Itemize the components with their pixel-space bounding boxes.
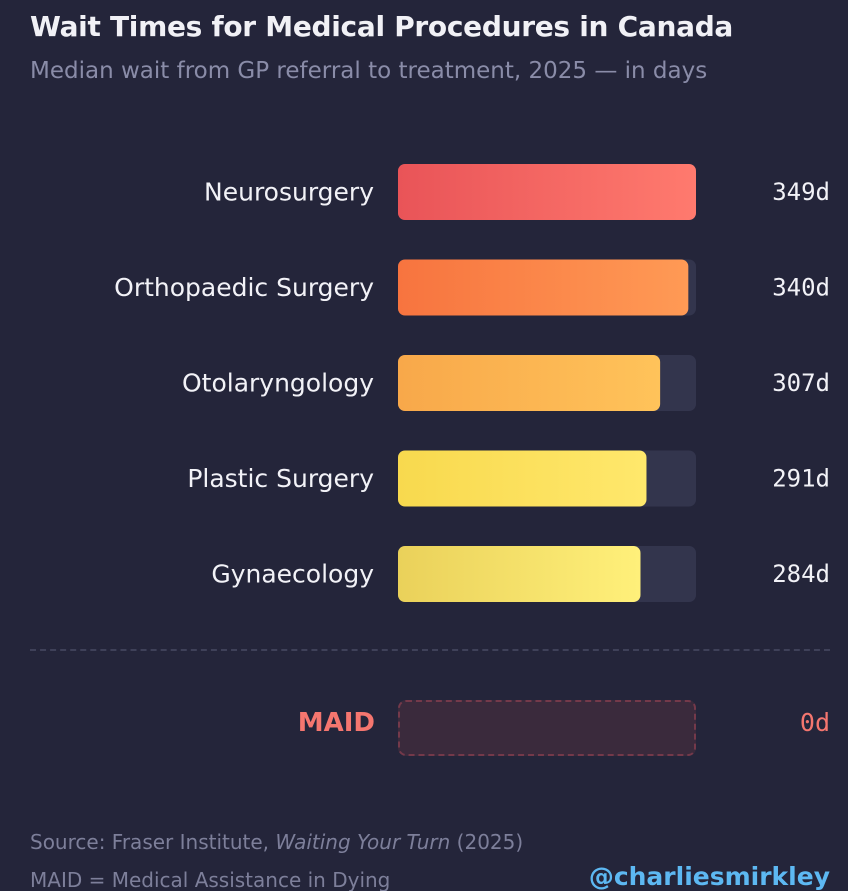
category-label: Plastic Surgery (187, 464, 374, 493)
category-label: Gynaecology (211, 560, 374, 589)
source-prefix: Source: Fraser Institute, (30, 830, 276, 854)
source-suffix: (2025) (450, 830, 524, 854)
chart-title: Wait Times for Medical Procedures in Can… (30, 10, 734, 43)
value-label: 291d (772, 465, 830, 493)
source-title: Waiting Your Turn (275, 830, 451, 854)
value-label: 340d (772, 274, 830, 302)
category-label: Orthopaedic Surgery (114, 273, 374, 302)
value-label: 349d (772, 178, 830, 206)
source-note: Source: Fraser Institute, Waiting Your T… (30, 830, 523, 854)
bar (398, 355, 661, 411)
bar (398, 259, 689, 316)
maid-label: MAID (297, 708, 375, 738)
category-label: Otolaryngology (182, 369, 374, 398)
value-label: 284d (772, 560, 830, 588)
chart-subtitle: Median wait from GP referral to treatmen… (30, 58, 708, 84)
divider-line (30, 649, 830, 651)
value-label: 307d (772, 369, 830, 397)
bar (398, 546, 641, 602)
maid-value-label: 0d (799, 708, 830, 737)
maid-definition-note: MAID = Medical Assistance in Dying (30, 868, 391, 891)
category-label: Neurosurgery (204, 178, 374, 207)
bar (398, 450, 647, 507)
bar (398, 164, 696, 220)
author-handle: @charliesmirkley (588, 862, 830, 891)
maid-empty-bar (398, 700, 696, 756)
